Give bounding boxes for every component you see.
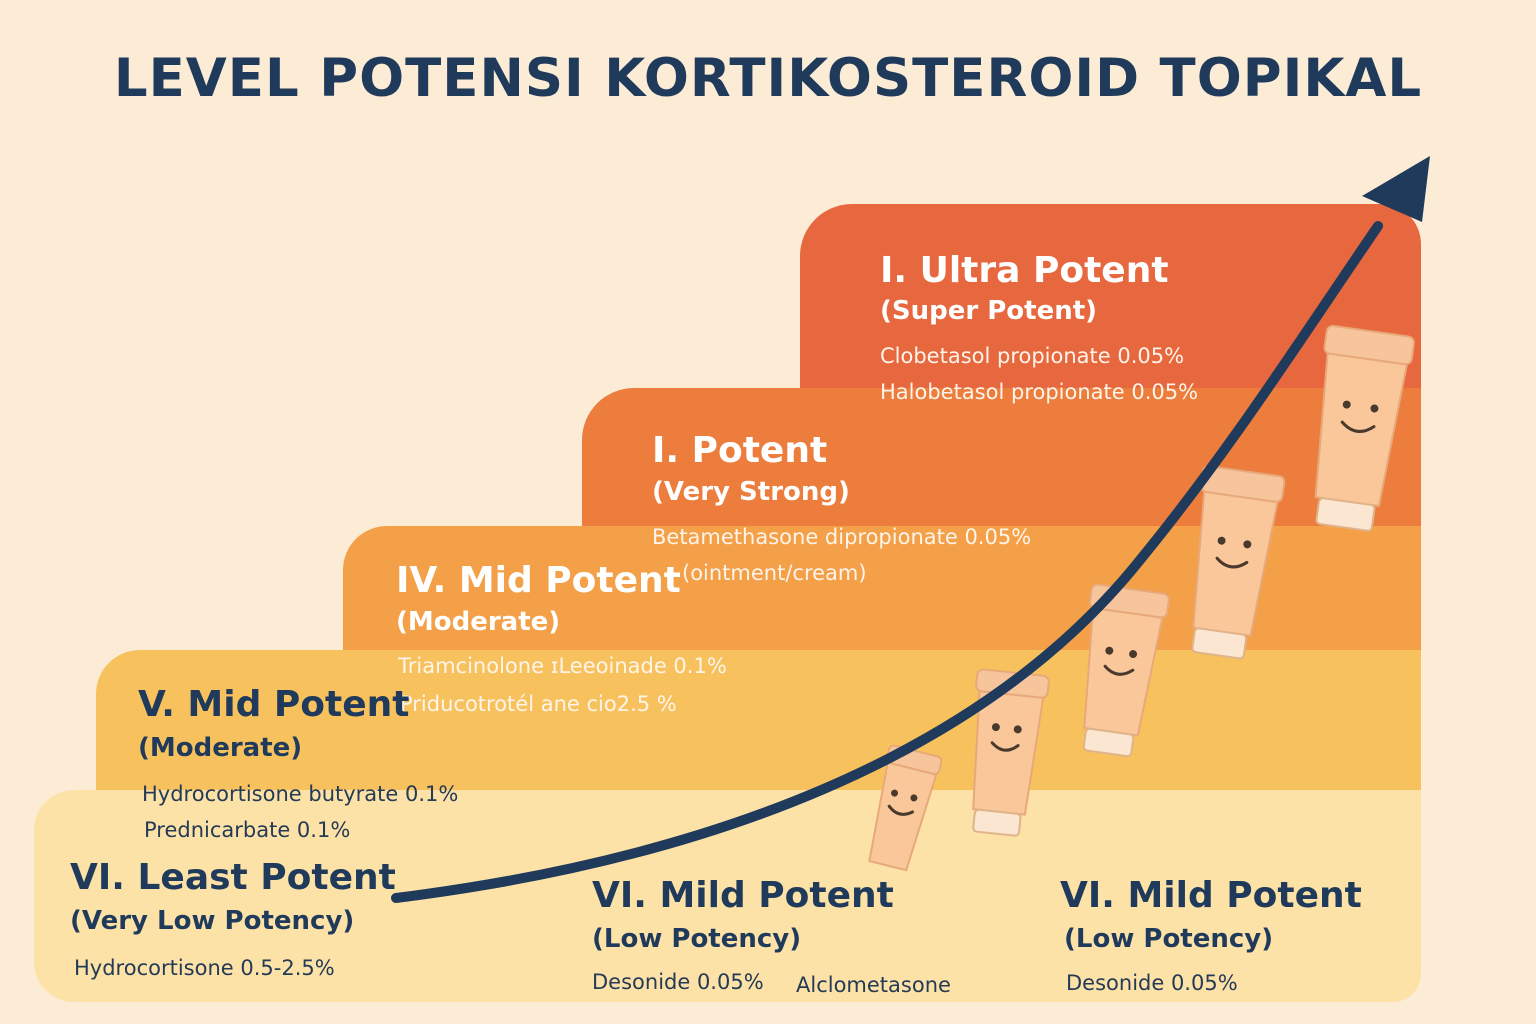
level-heading: VI. Mild Potent: [592, 875, 894, 916]
level-subtitle: (Low Potency): [1064, 924, 1274, 954]
level-subtitle: (Very Strong): [652, 477, 850, 507]
drug-item: Triamcinolone ɪLeeoinade 0.1%: [398, 654, 727, 678]
drug-item: Hydrocortisone 0.5-2.5%: [74, 956, 335, 980]
level-heading: VI. Least Potent: [70, 857, 396, 898]
drug-item: (ointment/cream): [682, 561, 867, 585]
level-heading: I. Potent: [652, 430, 828, 471]
level-subtitle: (Moderate): [138, 733, 303, 763]
cream-tube-icon: [972, 668, 1050, 837]
level-subtitle: (Low Potency): [592, 924, 802, 954]
drug-item: Betamethasone dipropionate 0.05%: [652, 525, 1032, 549]
cream-tube-icon: [1314, 324, 1415, 532]
level-subtitle: (Super Potent): [880, 296, 1098, 326]
drug-item: Desonide 0.05%: [592, 970, 764, 994]
level-subtitle: (Very Low Potency): [70, 906, 355, 936]
drug-item: Halobetasol propionate 0.05%: [880, 380, 1199, 404]
drug-item: Prednicarbate 0.1%: [144, 818, 351, 842]
drug-item: Priducotrotél ane cio2.5 %: [400, 692, 677, 716]
drug-item: Desonide 0.05%: [1066, 971, 1238, 995]
page-title: LEVEL POTENSI KORTIKOSTEROID TOPIKAL: [113, 48, 1423, 109]
drug-item: Alclometasone: [796, 973, 951, 997]
level-heading: IV. Mid Potent: [396, 560, 681, 601]
level-subtitle: (Moderate): [396, 607, 561, 637]
drug-item: Hydrocortisone butyrate 0.1%: [142, 782, 459, 806]
level-heading: VI. Mild Potent: [1060, 875, 1362, 916]
level-heading: I. Ultra Potent: [880, 250, 1169, 291]
level-heading: V. Mid Potent: [138, 684, 410, 725]
drug-item: Clobetasol propionate 0.05%: [880, 344, 1185, 368]
cream-tube-icon: [1191, 465, 1286, 660]
